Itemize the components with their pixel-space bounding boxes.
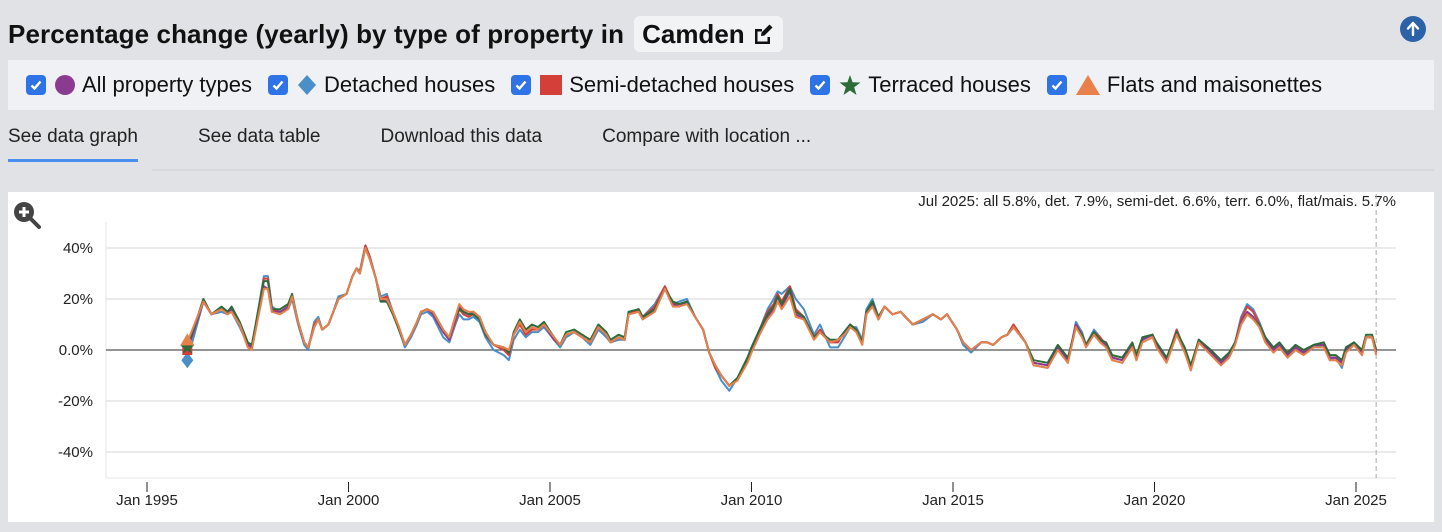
series-legend: All property types Detached houses Semi-… [8,60,1434,110]
y-tick-label: 0.0% [59,342,93,359]
checkbox-checked-icon[interactable] [511,75,532,95]
checkbox-checked-icon[interactable] [810,75,831,95]
legend-item-flats[interactable]: Flats and maisonettes [1046,72,1323,98]
tab-download-data[interactable]: Download this data [380,126,543,147]
y-tick-label: -20% [58,393,93,410]
legend-label: Detached houses [323,72,496,97]
diamond-icon [297,75,316,95]
checkbox-checked-icon[interactable] [1046,75,1067,95]
series-line-terraced-houses [186,247,1378,387]
chart-header: Percentage change (yearly) by type of pr… [8,12,1442,56]
x-tick-label: Jan 2015 [922,492,984,509]
x-tick-label: Jan 2025 [1325,492,1387,509]
tab-divider [152,169,1434,171]
legend-item-terraced[interactable]: Terraced houses [810,72,1031,98]
detached-start-marker [181,352,194,369]
terraced-start-marker [180,340,195,354]
triangle-icon [1075,75,1100,95]
view-tabs: See data graph See data table Download t… [8,126,871,162]
arrow-up-circle-icon [1406,21,1420,37]
legend-label: All property types [82,72,252,97]
series-line-detached-houses [186,244,1378,392]
legend-item-semi-detached[interactable]: Semi-detached houses [511,72,794,98]
x-tick-label: Jan 2005 [519,492,581,509]
checkbox-checked-icon[interactable] [267,75,288,95]
series-line-all-property-types [186,247,1378,387]
tab-see-data-table[interactable]: See data table [197,126,321,147]
square-icon [540,75,563,95]
legend-label: Semi-detached houses [569,72,795,97]
series-line-semi-detached-houses [186,244,1378,387]
flats-start-marker [180,333,195,346]
x-tick-label: Jan 2000 [318,492,380,509]
y-tick-label: 40% [63,240,93,257]
series-line-flats-and-maisonettes [186,247,1378,387]
chart-summary-text: Jul 2025: all 5.8%, det. 7.9%, semi-det.… [918,193,1396,210]
x-tick-label: Jan 2020 [1124,492,1186,509]
circle-icon [55,75,75,95]
scroll-top-button[interactable] [1400,16,1426,42]
location-selector-button[interactable]: Camden [634,16,783,52]
legend-item-detached[interactable]: Detached houses [267,72,496,98]
legend-label: Flats and maisonettes [1106,72,1323,97]
y-tick-label: 20% [63,291,93,308]
legend-item-all[interactable]: All property types [26,72,252,98]
checkbox-checked-icon[interactable] [26,75,46,95]
page-title: Percentage change (yearly) by type of pr… [8,18,625,49]
x-tick-label: Jan 2010 [721,492,783,509]
tab-compare-location[interactable]: Compare with location ... [602,126,812,147]
tab-see-data-graph[interactable]: See data graph [8,126,138,162]
location-name: Camden [642,18,745,49]
edit-icon [754,24,773,44]
x-tick-label: Jan 1995 [116,492,178,509]
y-tick-label: -40% [58,444,93,461]
legend-label: Terraced houses [868,72,1031,97]
zoom-in-icon[interactable] [12,200,42,230]
chart-panel [8,192,1434,522]
star-icon [839,75,861,95]
